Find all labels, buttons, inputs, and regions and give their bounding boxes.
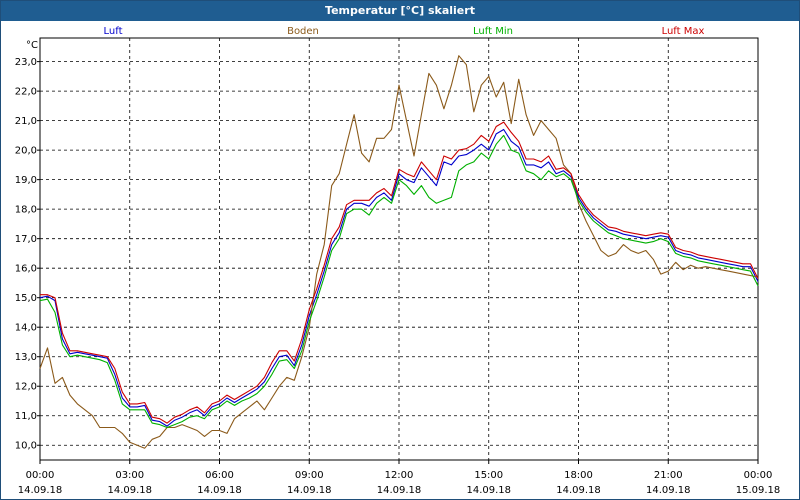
x-tick-date-label: 14.09.18 <box>646 485 691 496</box>
legend-entry-boden: Boden <box>287 26 319 37</box>
x-tick-date-label: 14.09.18 <box>197 485 242 496</box>
y-tick-label: 13,0 <box>15 352 37 363</box>
y-tick-label: 12,0 <box>15 382 37 393</box>
x-tick-date-label: 14.09.18 <box>556 485 601 496</box>
chart-title: Temperatur [°C] skaliert <box>1 1 799 21</box>
y-axis-label: °C <box>26 40 38 51</box>
y-tick-label: 23,0 <box>15 57 37 68</box>
axes: 10,0 11,0 12,0 13,0 14,0 15,0 16,0 17,0 18,0 19,0… <box>15 37 781 496</box>
x-tick-time-label: 15:00 <box>474 470 503 481</box>
legend-entry-luft-min: Luft Min <box>473 26 513 37</box>
series-lines <box>39 55 759 449</box>
x-tick-time-label: 00:00 <box>744 470 773 481</box>
legend: Luft Boden Luft Min Luft Max <box>104 26 705 37</box>
legend-entry-luft-max: Luft Max <box>662 26 705 37</box>
grid <box>40 38 758 460</box>
x-tick-time-label: 03:00 <box>115 470 144 481</box>
y-tick-label: 16,0 <box>15 264 37 275</box>
y-tick-label: 18,0 <box>15 205 37 216</box>
x-tick-date-label: 14.09.18 <box>18 485 63 496</box>
x-tick-date-label: 14.09.18 <box>287 485 332 496</box>
y-tick-label: 17,0 <box>15 234 37 245</box>
y-tick-label: 20,0 <box>15 146 37 157</box>
x-tick-date-label: 14.09.18 <box>466 485 511 496</box>
y-tick-label: 15,0 <box>15 293 37 304</box>
x-tick-date-label: 15.09.18 <box>736 485 781 496</box>
series-line-luft-min <box>39 134 759 429</box>
x-tick-date-label: 14.09.18 <box>107 485 152 496</box>
y-tick-label: 11,0 <box>15 411 37 422</box>
x-tick-time-label: 21:00 <box>654 470 683 481</box>
x-tick-time-label: 18:00 <box>564 470 593 481</box>
y-tick-label: 10,0 <box>15 441 37 452</box>
x-tick-time-label: 06:00 <box>205 470 234 481</box>
x-tick-time-label: 09:00 <box>295 470 324 481</box>
x-tick-date-label: 14.09.18 <box>377 485 422 496</box>
y-tick-label: 14,0 <box>15 323 37 334</box>
x-tick-time-label: 00:00 <box>26 470 55 481</box>
series-line-boden <box>39 55 759 449</box>
y-tick-label: 22,0 <box>15 87 37 98</box>
legend-entry-luft: Luft <box>104 26 123 37</box>
x-tick-time-label: 12:00 <box>385 470 414 481</box>
series-line-luft <box>39 128 759 427</box>
y-tick-label: 21,0 <box>15 116 37 127</box>
series-line-luft-max <box>40 121 759 424</box>
y-tick-label: 19,0 <box>15 175 37 186</box>
